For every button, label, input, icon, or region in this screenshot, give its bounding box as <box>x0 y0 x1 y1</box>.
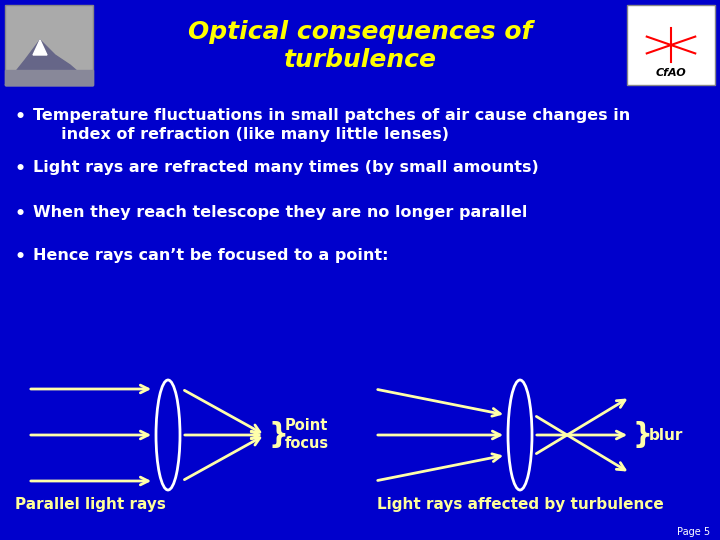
Text: }: } <box>268 421 288 449</box>
Text: Light rays affected by turbulence: Light rays affected by turbulence <box>377 497 663 512</box>
Text: •: • <box>14 160 26 178</box>
Text: }: } <box>632 421 652 449</box>
Text: Parallel light rays: Parallel light rays <box>14 497 166 512</box>
Text: focus: focus <box>285 436 329 451</box>
FancyBboxPatch shape <box>5 5 93 85</box>
Text: turbulence: turbulence <box>284 48 436 72</box>
Text: When they reach telescope they are no longer parallel: When they reach telescope they are no lo… <box>33 205 527 220</box>
Text: CfAO: CfAO <box>656 68 686 78</box>
FancyBboxPatch shape <box>627 5 715 85</box>
Text: Optical consequences of: Optical consequences of <box>188 20 532 44</box>
Text: Point: Point <box>285 418 328 434</box>
Text: Page 5: Page 5 <box>677 527 710 537</box>
Text: Hence rays can’t be focused to a point:: Hence rays can’t be focused to a point: <box>33 248 389 263</box>
Polygon shape <box>5 40 93 85</box>
Text: •: • <box>14 108 26 126</box>
Text: •: • <box>14 248 26 266</box>
Polygon shape <box>5 70 93 85</box>
Text: Temperature fluctuations in small patches of air cause changes in
     index of : Temperature fluctuations in small patche… <box>33 108 630 141</box>
Text: Light rays are refracted many times (by small amounts): Light rays are refracted many times (by … <box>33 160 539 175</box>
Text: blur: blur <box>649 428 683 442</box>
Text: •: • <box>14 205 26 223</box>
Polygon shape <box>33 40 47 55</box>
